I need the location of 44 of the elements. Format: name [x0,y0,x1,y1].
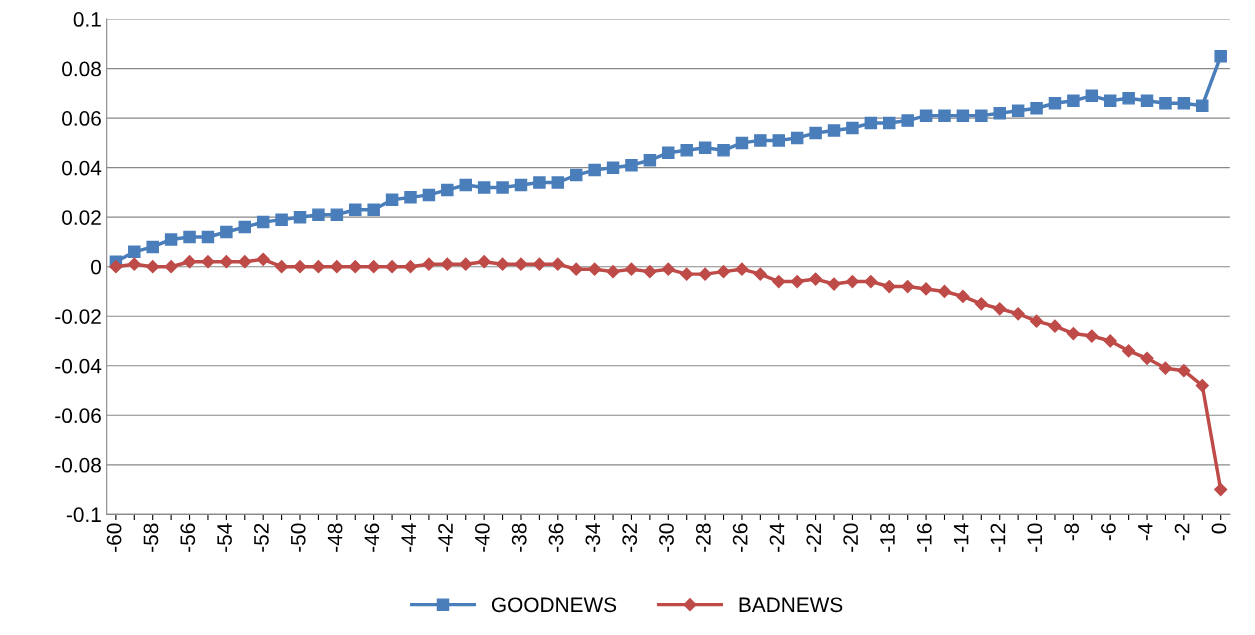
x-tick-label: -20 [843,523,859,552]
x-tick-label: -8 [1064,523,1079,541]
x-tick-label: -38 [511,523,527,552]
x-tick-label: -26 [732,523,748,552]
x-tick-label: -50 [290,523,306,552]
x-tick-label: -58 [143,523,159,552]
y-tick-label: 0 [91,259,101,275]
x-tick-label: -16 [916,523,932,552]
y-tick-label: -0.06 [55,408,101,424]
x-tick-label: -6 [1101,523,1116,541]
x-tick-label: -32 [622,523,638,552]
x-tick-label: -60 [106,523,122,552]
x-tick-label: -46 [364,523,380,552]
y-tick-label: 0.02 [62,210,101,225]
y-tick-label: -0.08 [55,457,101,473]
x-tick-label: -22 [806,523,821,552]
x-tick-label: -44 [401,523,416,552]
x-tick-label: -56 [180,523,196,552]
x-tick-label: -2 [1174,523,1190,541]
x-tick-label: -52 [254,523,269,552]
x-tick-label: -4 [1138,523,1153,541]
x-tick-label: -28 [695,523,711,552]
x-tick-label: -40 [474,523,490,552]
x-tick-label: 0 [1211,523,1227,534]
y-tick-label: 0.04 [62,160,102,176]
x-tick-label: -54 [217,523,232,552]
x-tick-label: -42 [438,523,453,552]
legend-label: BADNEWS [739,597,843,613]
x-tick-label: -36 [548,523,564,552]
y-tick-label: 0.1 [73,12,101,27]
y-tick-label: -0.1 [66,507,101,523]
x-tick-label: -34 [585,523,601,552]
x-tick-label: -14 [953,523,969,552]
y-tick-label: 0.08 [62,61,101,77]
y-tick-label: -0.04 [55,358,102,374]
x-tick-label: -30 [659,523,674,552]
x-tick-label: -10 [1027,523,1043,552]
x-tick-label: -48 [327,523,343,552]
y-tick-label: -0.02 [55,309,101,324]
legend-label: GOODNEWS [491,597,617,613]
x-tick-label: -24 [769,523,785,552]
x-tick-label: -12 [990,523,1006,552]
x-tick-label: -18 [880,523,895,552]
y-tick-label: 0.06 [62,111,101,126]
